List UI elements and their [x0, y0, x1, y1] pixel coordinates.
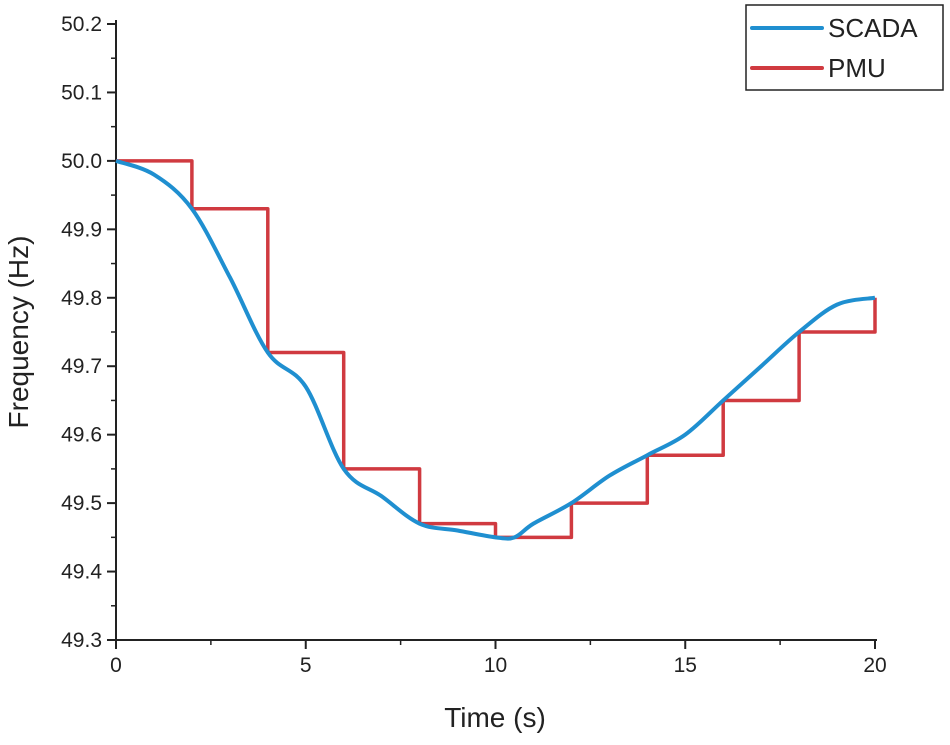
y-tick-label: 50.1 — [61, 81, 102, 104]
axes: 0 5 10 15 20 49.3 49.4 49.5 49.6 49.7 49.8 49.9 50.0… — [61, 13, 887, 677]
y-tick-label: 49.5 — [61, 492, 102, 515]
series-layer — [115, 158, 877, 541]
y-tick-label: 49.3 — [61, 629, 102, 652]
y-tick-label: 50.0 — [61, 150, 102, 173]
y-tick-label: 49.8 — [61, 287, 102, 310]
series-line-scada — [115, 158, 876, 541]
x-tick-label: 20 — [863, 654, 886, 677]
legend-label-scada: SCADA — [828, 13, 918, 43]
legend-label-pmu: PMU — [828, 53, 886, 83]
x-tick-label: 15 — [674, 654, 697, 677]
x-axis-label: Time (s) — [444, 702, 546, 733]
y-axis-label: Frequency (Hz) — [3, 236, 34, 429]
y-tick-label: 49.7 — [61, 355, 102, 378]
legend-box — [745, 4, 944, 91]
x-tick-label: 0 — [110, 654, 122, 677]
x-tick-label: 5 — [300, 654, 312, 677]
y-tick-label: 49.9 — [61, 218, 102, 241]
y-tick-label: 49.6 — [61, 424, 102, 447]
x-tick-label: 10 — [484, 654, 507, 677]
legend: SCADA PMU — [745, 4, 944, 91]
y-tick-label: 50.2 — [61, 13, 102, 36]
series-line-pmu — [116, 159, 877, 540]
y-tick-label: 49.4 — [61, 561, 102, 584]
